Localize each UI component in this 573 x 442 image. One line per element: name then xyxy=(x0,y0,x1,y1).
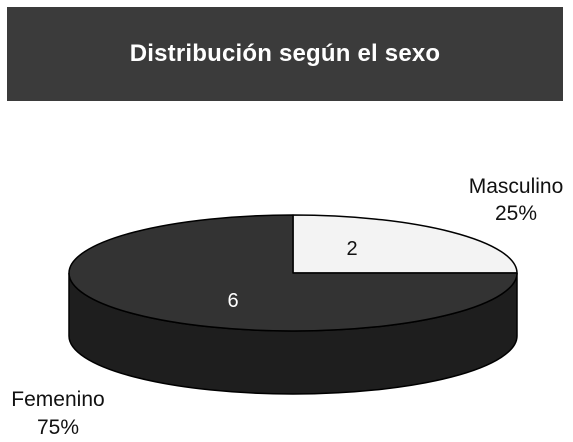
pie-label-layer: 2 6 Masculino 25% Femenino 75% xyxy=(11,175,563,439)
pie-slice-masculino xyxy=(292,214,518,274)
slice-value-label-masculino: 2 xyxy=(346,238,357,260)
chart-title-bar: Distribución según el sexo xyxy=(7,7,563,101)
pie-top-layer xyxy=(68,214,518,332)
chart-title: Distribución según el sexo xyxy=(129,40,441,67)
legend-percent-femenino: 75% xyxy=(37,416,79,439)
slice-value-label-femenino: 6 xyxy=(227,290,238,312)
legend-percent-masculino: 25% xyxy=(495,202,537,225)
pie-slice-femenino xyxy=(68,214,518,332)
legend-label-masculino: Masculino xyxy=(469,175,564,198)
legend-label-femenino: Femenino xyxy=(11,388,104,411)
